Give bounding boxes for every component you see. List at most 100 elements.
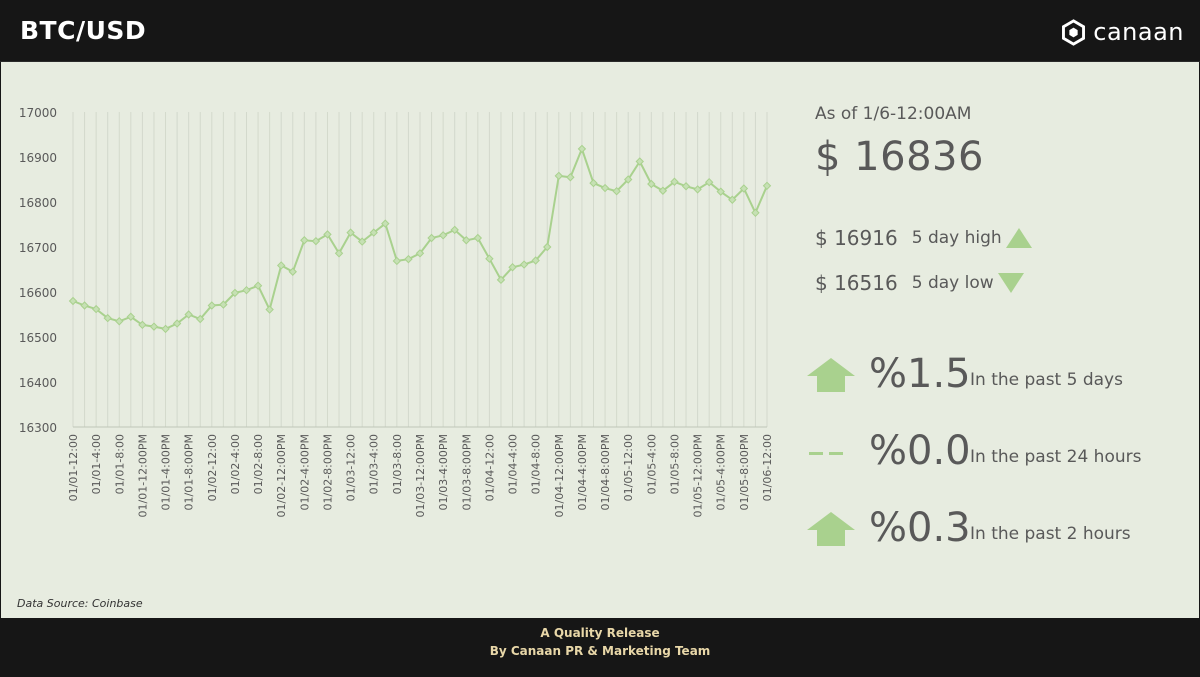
canaan-logo: canaan [1060,16,1184,48]
data-point-marker [300,236,309,245]
data-point-marker [589,178,598,188]
data-point-marker [473,233,483,243]
data-point-marker [323,230,332,239]
data-point-marker [612,186,621,196]
data-point-marker [149,322,159,331]
current-price: $ 16836 [815,134,984,180]
content-panel: 16300 16400 16500 16600 16700 16800 16900 17000… [1,62,1199,618]
data-point-marker [115,317,124,326]
logo-text: canaan [1093,18,1184,46]
x-tick-label: 01/01-8:00PM [183,434,196,511]
data-point-marker [196,314,205,324]
change-label-24-hours: In the past 24 hours [970,447,1142,467]
chart-grid [72,112,768,428]
y-axis: 16300 16400 16500 16600 16700 16800 16900 17000 [19,106,57,435]
data-point-marker [543,242,552,252]
x-tick-label: 01/03-4:00PM [437,434,450,511]
x-tick-label: 01/05-12:00 [622,434,635,501]
y-tick-label: 16900 [19,151,57,165]
hexagon-logo-icon [1062,18,1086,46]
x-tick-label: 01/01-12:00 [67,434,80,501]
footer-bar: A Quality Release By Canaan PR & Marketi… [0,618,1200,677]
x-tick-label: 01/03-8:00 [391,434,404,494]
x-tick-label: 01/04-4:00PM [576,434,589,511]
data-point-marker [381,219,390,228]
x-tick-label: 01/02-8:00 [252,434,265,494]
x-tick-label: 01/03-12:00PM [414,434,427,518]
data-point-marker [438,231,448,240]
data-point-marker [704,177,714,187]
data-point-marker [357,237,367,246]
x-tick-label: 01/05-12:00PM [692,434,705,518]
x-tick-label: 01/02-4:00PM [298,434,311,511]
data-point-marker [716,187,725,196]
y-tick-label: 16600 [19,286,57,300]
data-point-marker [427,233,436,243]
data-point-marker [577,144,587,154]
data-point-marker [172,319,182,328]
data-point-marker [334,249,344,258]
data-point-marker [80,301,89,310]
data-point-marker [450,225,459,235]
data-point-marker [91,304,101,314]
x-tick-label: 01/05-8:00PM [738,434,751,511]
y-tick-label: 16700 [19,241,57,255]
x-axis: 01/01-12:00 01/01-4:00 01/01-8:00 01/01-12:… [67,434,774,518]
triangle-down-icon [997,273,1024,293]
header-bar: BTC/USD canaan [0,0,1200,62]
price-line-chart: 16300 16400 16500 16600 16700 16800 16900 17000… [19,106,774,518]
flat-dash-icon [809,452,843,455]
x-tick-label: 01/01-12:00PM [136,434,149,518]
data-point-marker [219,300,228,309]
data-point-marker [554,171,564,181]
data-point-marker [670,177,679,186]
data-point-marker [647,179,656,189]
data-point-marker [288,267,297,276]
data-point-marker [728,195,737,204]
data-point-marker [462,236,471,245]
page-title: BTC/USD [20,16,147,45]
arrow-up-icon [807,512,855,546]
data-point-marker [739,184,749,193]
data-point-marker [485,254,494,263]
y-tick-label: 17000 [19,106,57,120]
data-point-marker [253,281,263,290]
as-of-label: As of 1/6-12:00AM [815,104,972,124]
x-tick-label: 01/04-12:00PM [553,434,566,518]
data-point-marker [242,285,251,295]
data-point-marker [751,208,760,218]
x-tick-label: 01/06-12:00 [761,434,774,501]
change-label-5-days: In the past 5 days [970,370,1123,390]
x-tick-label: 01/02-12:00PM [275,434,288,518]
data-point-marker [369,228,378,237]
x-tick-label: 01/05-4:00PM [715,434,728,511]
data-point-marker [230,288,240,298]
y-tick-label: 16800 [19,196,57,210]
y-tick-label: 16400 [19,376,57,390]
change-label-2-hours: In the past 2 hours [970,524,1131,544]
change-pct-5-days: %1.5 [869,351,971,397]
data-point-marker [138,320,147,330]
five-day-low-row: $ 16516 5 day low [815,269,1024,297]
x-tick-label: 01/04-8:00 [530,434,543,494]
change-pct-24-hours: %0.0 [869,428,971,474]
y-tick-label: 16300 [19,421,57,435]
data-point-marker [392,256,402,266]
x-tick-label: 01/02-4:00 [229,434,242,494]
five-day-high-label: 5 day high [911,228,1002,248]
footer-release-line: A Quality Release [540,626,660,640]
x-tick-label: 01/02-8:00PM [321,434,334,511]
data-point-marker [635,157,644,166]
data-source-note: Data Source: Coinbase [17,597,143,610]
footer-team-line: By Canaan PR & Marketing Team [489,644,711,658]
x-tick-label: 01/01-4:00 [90,434,103,494]
arrow-up-icon [807,358,855,392]
data-point-marker [161,324,170,334]
x-tick-label: 01/03-8:00PM [460,434,473,511]
summary-panel: As of 1/6-12:00AM $ 16836 $ 16916 5 day … [807,62,1195,618]
data-point-marker [207,301,217,310]
data-point-marker [311,236,321,246]
data-point-marker [415,249,425,258]
data-point-marker [519,260,529,269]
